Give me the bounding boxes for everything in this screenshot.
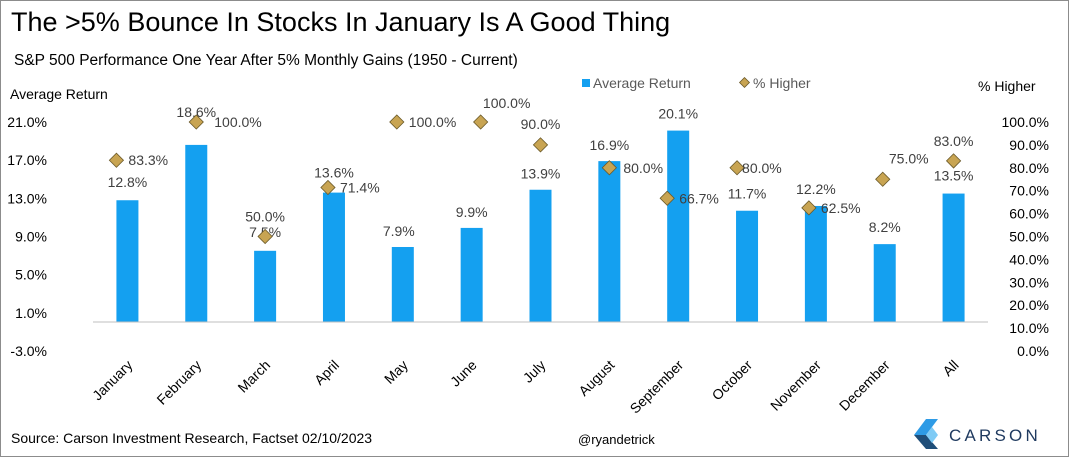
marker-pct-higher — [659, 190, 675, 206]
y-left-tick-label: 1.0% — [15, 305, 47, 321]
bar-average-return — [322, 192, 345, 322]
bar-average-return — [736, 210, 759, 322]
y-left-tick-label: -3.0% — [10, 343, 47, 359]
marker-data-label: 83.3% — [128, 152, 168, 168]
marker-pct-higher — [532, 137, 549, 153]
marker-data-label: 62.5% — [821, 200, 861, 216]
marker-pct-higher — [729, 160, 745, 176]
marker-pct-higher — [601, 160, 617, 176]
bar-average-return — [804, 205, 827, 322]
x-tick-label: April — [311, 357, 342, 388]
marker-pct-higher — [801, 200, 817, 216]
bar-average-return — [391, 246, 414, 322]
y-right-tick-label: 90.0% — [1009, 137, 1049, 153]
y-right-tick-label: 20.0% — [1009, 297, 1049, 313]
bar-data-label: 8.2% — [869, 219, 901, 235]
marker-data-label: 50.0% — [245, 209, 285, 225]
marker-pct-higher — [320, 179, 336, 196]
y-left-tick-label: 17.0% — [7, 152, 47, 168]
legend-label-average-return: Average Return — [593, 75, 691, 91]
bar-average-return — [254, 250, 277, 322]
x-tick-label: All — [939, 357, 961, 379]
marker-pct-higher — [257, 228, 273, 245]
y-right-tick-label: 80.0% — [1009, 160, 1049, 176]
y-right-tick-label: 0.0% — [1017, 343, 1049, 359]
y-right-tick-label: 30.0% — [1009, 274, 1049, 290]
bar-data-label: 16.9% — [589, 137, 629, 153]
x-tick-label: February — [153, 357, 204, 408]
y-right-tick-label: 50.0% — [1009, 229, 1049, 245]
y-right-tick-label: 10.0% — [1009, 320, 1049, 336]
y-right-tick-label: 60.0% — [1009, 206, 1049, 222]
marker-data-label: 66.7% — [679, 190, 719, 206]
y-left-tick-label: 5.0% — [15, 267, 47, 283]
marker-data-label: 83.0% — [934, 133, 974, 149]
bar-data-label: 12.8% — [108, 174, 148, 190]
bar-data-label: 20.1% — [658, 106, 698, 122]
x-tick-label: July — [520, 357, 549, 386]
y-left-tick-label: 21.0% — [7, 114, 47, 130]
bar-data-label: 7.9% — [383, 223, 415, 239]
x-tick-label: March — [234, 357, 273, 396]
y-left-tick-label: 13.0% — [7, 190, 47, 206]
marker-data-label: 100.0% — [214, 114, 261, 130]
bar-data-label: 13.9% — [521, 166, 561, 182]
bar-data-label: 13.6% — [314, 165, 354, 181]
marker-pct-higher — [945, 153, 962, 169]
source-note: Source: Carson Investment Research, Fact… — [11, 430, 373, 446]
bar-average-return — [942, 193, 965, 322]
x-tick-label: August — [575, 357, 617, 399]
x-tick-label: September — [627, 357, 687, 417]
bar-average-return — [873, 244, 896, 322]
y-right-tick-label: 40.0% — [1009, 251, 1049, 267]
marker-pct-higher — [875, 171, 891, 187]
bar-data-label: 9.9% — [456, 204, 488, 220]
bar-data-label: 11.7% — [728, 186, 767, 202]
marker-data-label: 80.0% — [623, 160, 663, 176]
carson-logo: CARSON — [914, 419, 1041, 449]
bar-data-label: 13.5% — [934, 168, 974, 184]
legend-marker-pct-higher — [738, 76, 751, 89]
legend-label-pct-higher: % Higher — [753, 75, 811, 91]
x-tick-label: November — [767, 357, 824, 414]
author-handle: @ryandetrick — [578, 432, 655, 447]
y-left-tick-label: 9.0% — [15, 229, 47, 245]
bar-average-return — [529, 189, 552, 322]
x-tick-label: December — [836, 357, 893, 414]
marker-data-label: 100.0% — [409, 114, 456, 130]
x-tick-label: January — [89, 357, 136, 404]
carson-logo-text: CARSON — [949, 426, 1041, 445]
x-tick-label: May — [381, 357, 411, 387]
bar-average-return — [460, 227, 483, 322]
marker-data-label: 75.0% — [889, 150, 929, 166]
carson-chevron-logo-icon — [914, 419, 938, 449]
marker-data-label: 71.4% — [340, 179, 380, 195]
marker-pct-higher — [108, 152, 125, 168]
legend-swatch-average-return — [582, 79, 590, 87]
marker-data-label: 100.0% — [483, 95, 530, 111]
y-right-tick-label: 70.0% — [1009, 183, 1049, 199]
marker-data-label: 90.0% — [521, 116, 561, 132]
bar-data-label: 12.2% — [796, 181, 836, 197]
x-tick-label: June — [447, 357, 480, 390]
marker-pct-higher — [389, 114, 405, 130]
x-tick-label: October — [709, 357, 756, 404]
bar-average-return — [116, 200, 139, 322]
bar-average-return — [185, 144, 208, 322]
marker-pct-higher — [188, 114, 204, 130]
marker-pct-higher — [473, 114, 489, 130]
chart-subtitle: S&P 500 Performance One Year After 5% Mo… — [14, 52, 518, 69]
bar-average-return — [598, 161, 621, 322]
y-right-tick-label: 100.0% — [1002, 114, 1049, 130]
bar-average-return — [667, 130, 690, 322]
chart-title: The >5% Bounce In Stocks In January Is A… — [11, 7, 671, 37]
marker-data-label: 80.0% — [742, 160, 782, 176]
y-right-axis-title: % Higher — [978, 78, 1036, 94]
y-left-axis-title: Average Return — [10, 86, 108, 102]
bar-data-label: 18.6% — [176, 104, 216, 120]
